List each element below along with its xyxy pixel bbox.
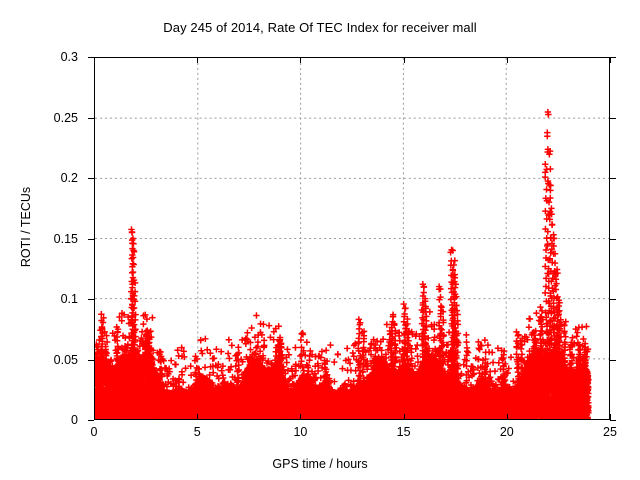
y-tick-label: 0.05 [8,353,78,367]
y-tick-mark-right [610,299,616,300]
x-axis-title: GPS time / hours [0,457,640,471]
y-tick-mark [88,118,94,119]
y-tick-label: 0.25 [8,111,78,125]
y-tick-mark [88,360,94,361]
x-tick-mark-top [300,57,301,63]
x-tick-label: 15 [384,425,424,439]
data-points-layer [95,58,609,419]
y-tick-mark [88,299,94,300]
y-tick-mark [88,420,94,421]
x-tick-mark [404,414,405,420]
y-tick-mark [88,239,94,240]
plot-area [94,57,610,420]
x-tick-mark-top [610,57,611,63]
x-tick-label: 25 [590,425,630,439]
x-tick-label: 10 [280,425,320,439]
x-tick-mark [94,414,95,420]
y-tick-label: 0 [8,413,78,427]
y-tick-mark-right [610,360,616,361]
y-tick-mark-right [610,239,616,240]
x-tick-mark [507,414,508,420]
y-axis-title: ROTI / TECUs [19,147,33,307]
y-tick-mark-right [610,420,616,421]
x-tick-mark [197,414,198,420]
x-tick-label: 0 [74,425,114,439]
y-tick-label: 0.3 [8,50,78,64]
y-tick-mark-right [610,178,616,179]
y-tick-mark [88,178,94,179]
x-tick-mark-top [197,57,198,63]
x-tick-mark [610,414,611,420]
chart-title: Day 245 of 2014, Rate Of TEC Index for r… [0,20,640,35]
y-tick-mark-right [610,118,616,119]
x-tick-mark-top [404,57,405,63]
x-tick-mark-top [507,57,508,63]
x-tick-mark [300,414,301,420]
x-tick-mark-top [94,57,95,63]
x-tick-label: 20 [487,425,527,439]
x-tick-label: 5 [177,425,217,439]
